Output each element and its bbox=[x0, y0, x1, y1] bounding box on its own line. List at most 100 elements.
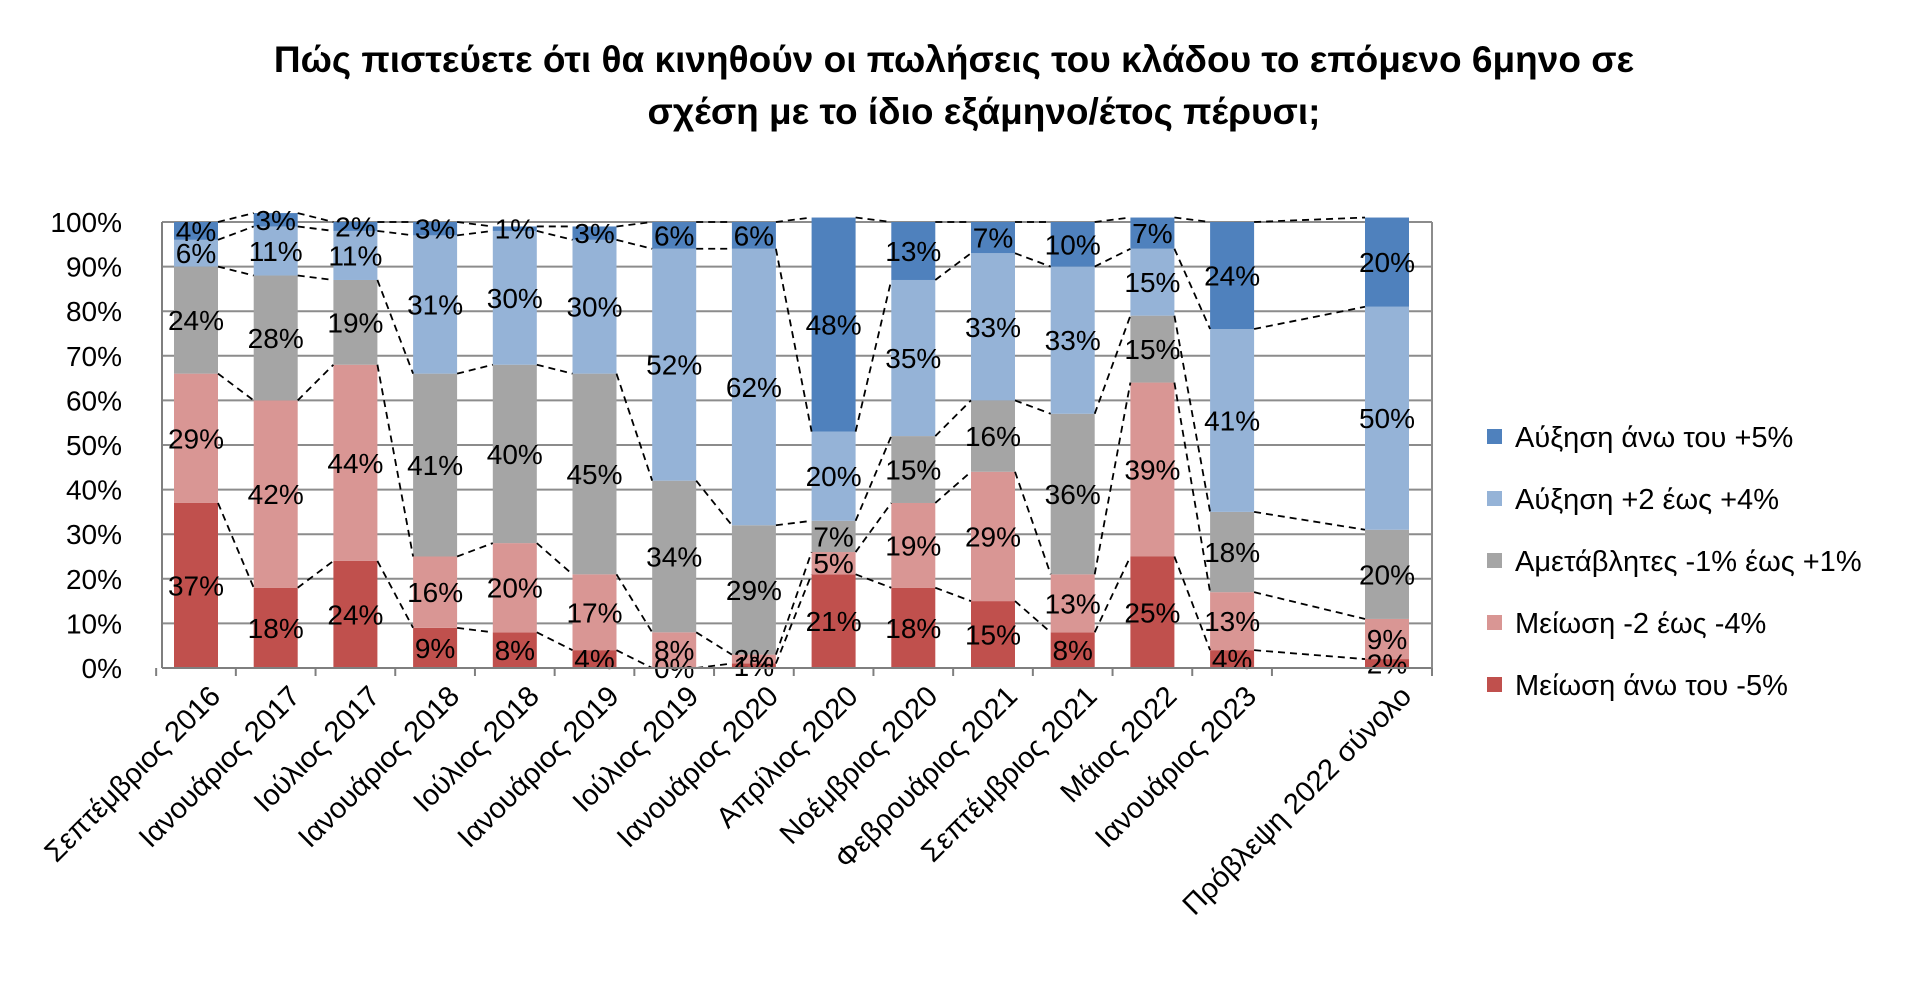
bar-segment bbox=[971, 222, 1015, 254]
bar-segment bbox=[731, 525, 776, 655]
data-label: 4% bbox=[574, 644, 614, 675]
data-label: 8% bbox=[654, 635, 694, 666]
bar-segment bbox=[1210, 592, 1255, 651]
bar-segment bbox=[811, 520, 856, 553]
legend-item: Αύξηση άνω του +5% bbox=[1487, 422, 1793, 454]
bar-segment bbox=[572, 239, 617, 374]
bar-segment bbox=[1050, 222, 1095, 267]
y-tick-label: 30% bbox=[66, 519, 122, 550]
data-label: 6% bbox=[176, 238, 216, 269]
data-label: 35% bbox=[885, 343, 941, 374]
bar-segment bbox=[731, 248, 776, 526]
data-label: 19% bbox=[327, 307, 383, 338]
bar-segment bbox=[652, 248, 697, 481]
y-tick-label: 10% bbox=[66, 608, 122, 639]
data-label: 1% bbox=[734, 651, 774, 682]
bar-segment bbox=[811, 217, 856, 432]
bar-segment bbox=[1050, 632, 1095, 668]
data-label: 3% bbox=[255, 205, 295, 236]
bar-segment bbox=[333, 560, 378, 668]
data-label: 24% bbox=[1204, 261, 1260, 292]
bar-segment bbox=[1210, 222, 1255, 330]
data-label: 15% bbox=[1124, 267, 1180, 298]
data-label: 4% bbox=[1212, 644, 1252, 675]
data-label: 11% bbox=[249, 236, 303, 267]
data-label: 15% bbox=[965, 620, 1021, 651]
legend: Αύξηση άνω του +5% Αύξηση +2 έως +4% Αμετά… bbox=[1487, 422, 1862, 702]
data-label: 20% bbox=[487, 573, 543, 604]
legend-item: Μείωση -2 έως -4% bbox=[1487, 608, 1766, 640]
data-label: 33% bbox=[965, 312, 1021, 343]
data-label: 42% bbox=[248, 479, 304, 510]
data-label: 3% bbox=[415, 214, 455, 245]
y-tick-label: 100% bbox=[50, 207, 122, 238]
y-tick-label: 60% bbox=[66, 385, 122, 416]
bar-segment bbox=[413, 373, 458, 557]
bar-segment bbox=[1130, 315, 1175, 383]
bar-segment bbox=[891, 222, 936, 280]
bar-segment bbox=[253, 213, 298, 227]
data-label: 18% bbox=[1204, 537, 1260, 568]
bar-segment bbox=[971, 601, 1015, 668]
bar-segment bbox=[1210, 329, 1255, 512]
bar-segment bbox=[253, 275, 298, 401]
data-label: 25% bbox=[1124, 597, 1180, 628]
data-label: 19% bbox=[885, 530, 941, 561]
data-label: 3% bbox=[574, 218, 614, 249]
series-connector-line bbox=[217, 502, 1366, 669]
data-label: 20% bbox=[1359, 247, 1415, 278]
bar-segment bbox=[652, 632, 697, 668]
data-label: 18% bbox=[885, 613, 941, 644]
legend-label: Αύξηση άνω του +5% bbox=[1515, 422, 1793, 454]
data-label: 7% bbox=[1132, 218, 1172, 249]
bar-segment bbox=[891, 502, 936, 588]
bar-segment bbox=[1050, 266, 1095, 414]
bar-segment bbox=[1130, 382, 1175, 557]
bar-segment bbox=[333, 364, 378, 561]
data-label: 39% bbox=[1124, 455, 1180, 486]
data-label: 4% bbox=[176, 216, 216, 247]
legend-item: Αύξηση +2 έως +4% bbox=[1487, 484, 1779, 516]
bars bbox=[174, 213, 1409, 668]
data-label: 6% bbox=[734, 220, 774, 251]
data-label: 8% bbox=[1052, 635, 1092, 666]
bar-segment bbox=[971, 471, 1015, 602]
bar-segment bbox=[333, 279, 378, 365]
legend-swatch bbox=[1487, 491, 1502, 506]
bar-segment bbox=[333, 230, 378, 280]
data-label: 52% bbox=[646, 350, 702, 381]
data-label: 13% bbox=[1045, 588, 1101, 619]
data-label: 41% bbox=[1204, 405, 1260, 436]
data-label: 7% bbox=[813, 521, 853, 552]
bar-segment bbox=[492, 364, 537, 544]
data-label: 50% bbox=[1359, 403, 1415, 434]
data-label: 16% bbox=[407, 577, 463, 608]
bar-segment bbox=[333, 222, 378, 231]
bar-segment bbox=[1130, 217, 1175, 249]
data-label: 9% bbox=[1367, 624, 1407, 655]
series-connector-lines bbox=[217, 212, 1366, 669]
bar-segment bbox=[811, 574, 856, 668]
bar-segment bbox=[174, 239, 218, 267]
data-label: 33% bbox=[1045, 325, 1101, 356]
bar-segment bbox=[492, 230, 537, 365]
legend-label: Αμετάβλητες -1% έως +1% bbox=[1515, 546, 1862, 578]
bar-segment bbox=[1050, 574, 1095, 633]
data-label: 30% bbox=[566, 292, 622, 323]
series-connector-line bbox=[217, 265, 1366, 531]
data-label: 16% bbox=[965, 421, 1021, 452]
data-label: 8% bbox=[495, 635, 535, 666]
legend-swatch bbox=[1487, 553, 1502, 568]
bar-segment bbox=[413, 627, 458, 668]
data-label: 34% bbox=[646, 542, 702, 573]
legend-item: Μείωση άνω του -5% bbox=[1487, 670, 1788, 702]
data-label: 11% bbox=[328, 240, 382, 271]
y-tick-label: 90% bbox=[66, 252, 122, 283]
data-label: 24% bbox=[327, 599, 383, 630]
legend-item: Αμετάβλητες -1% έως +1% bbox=[1487, 546, 1862, 578]
data-label: 13% bbox=[1204, 606, 1260, 637]
data-label: 28% bbox=[248, 323, 304, 354]
bar-segment bbox=[1365, 306, 1409, 530]
bar-segment bbox=[1210, 511, 1255, 593]
